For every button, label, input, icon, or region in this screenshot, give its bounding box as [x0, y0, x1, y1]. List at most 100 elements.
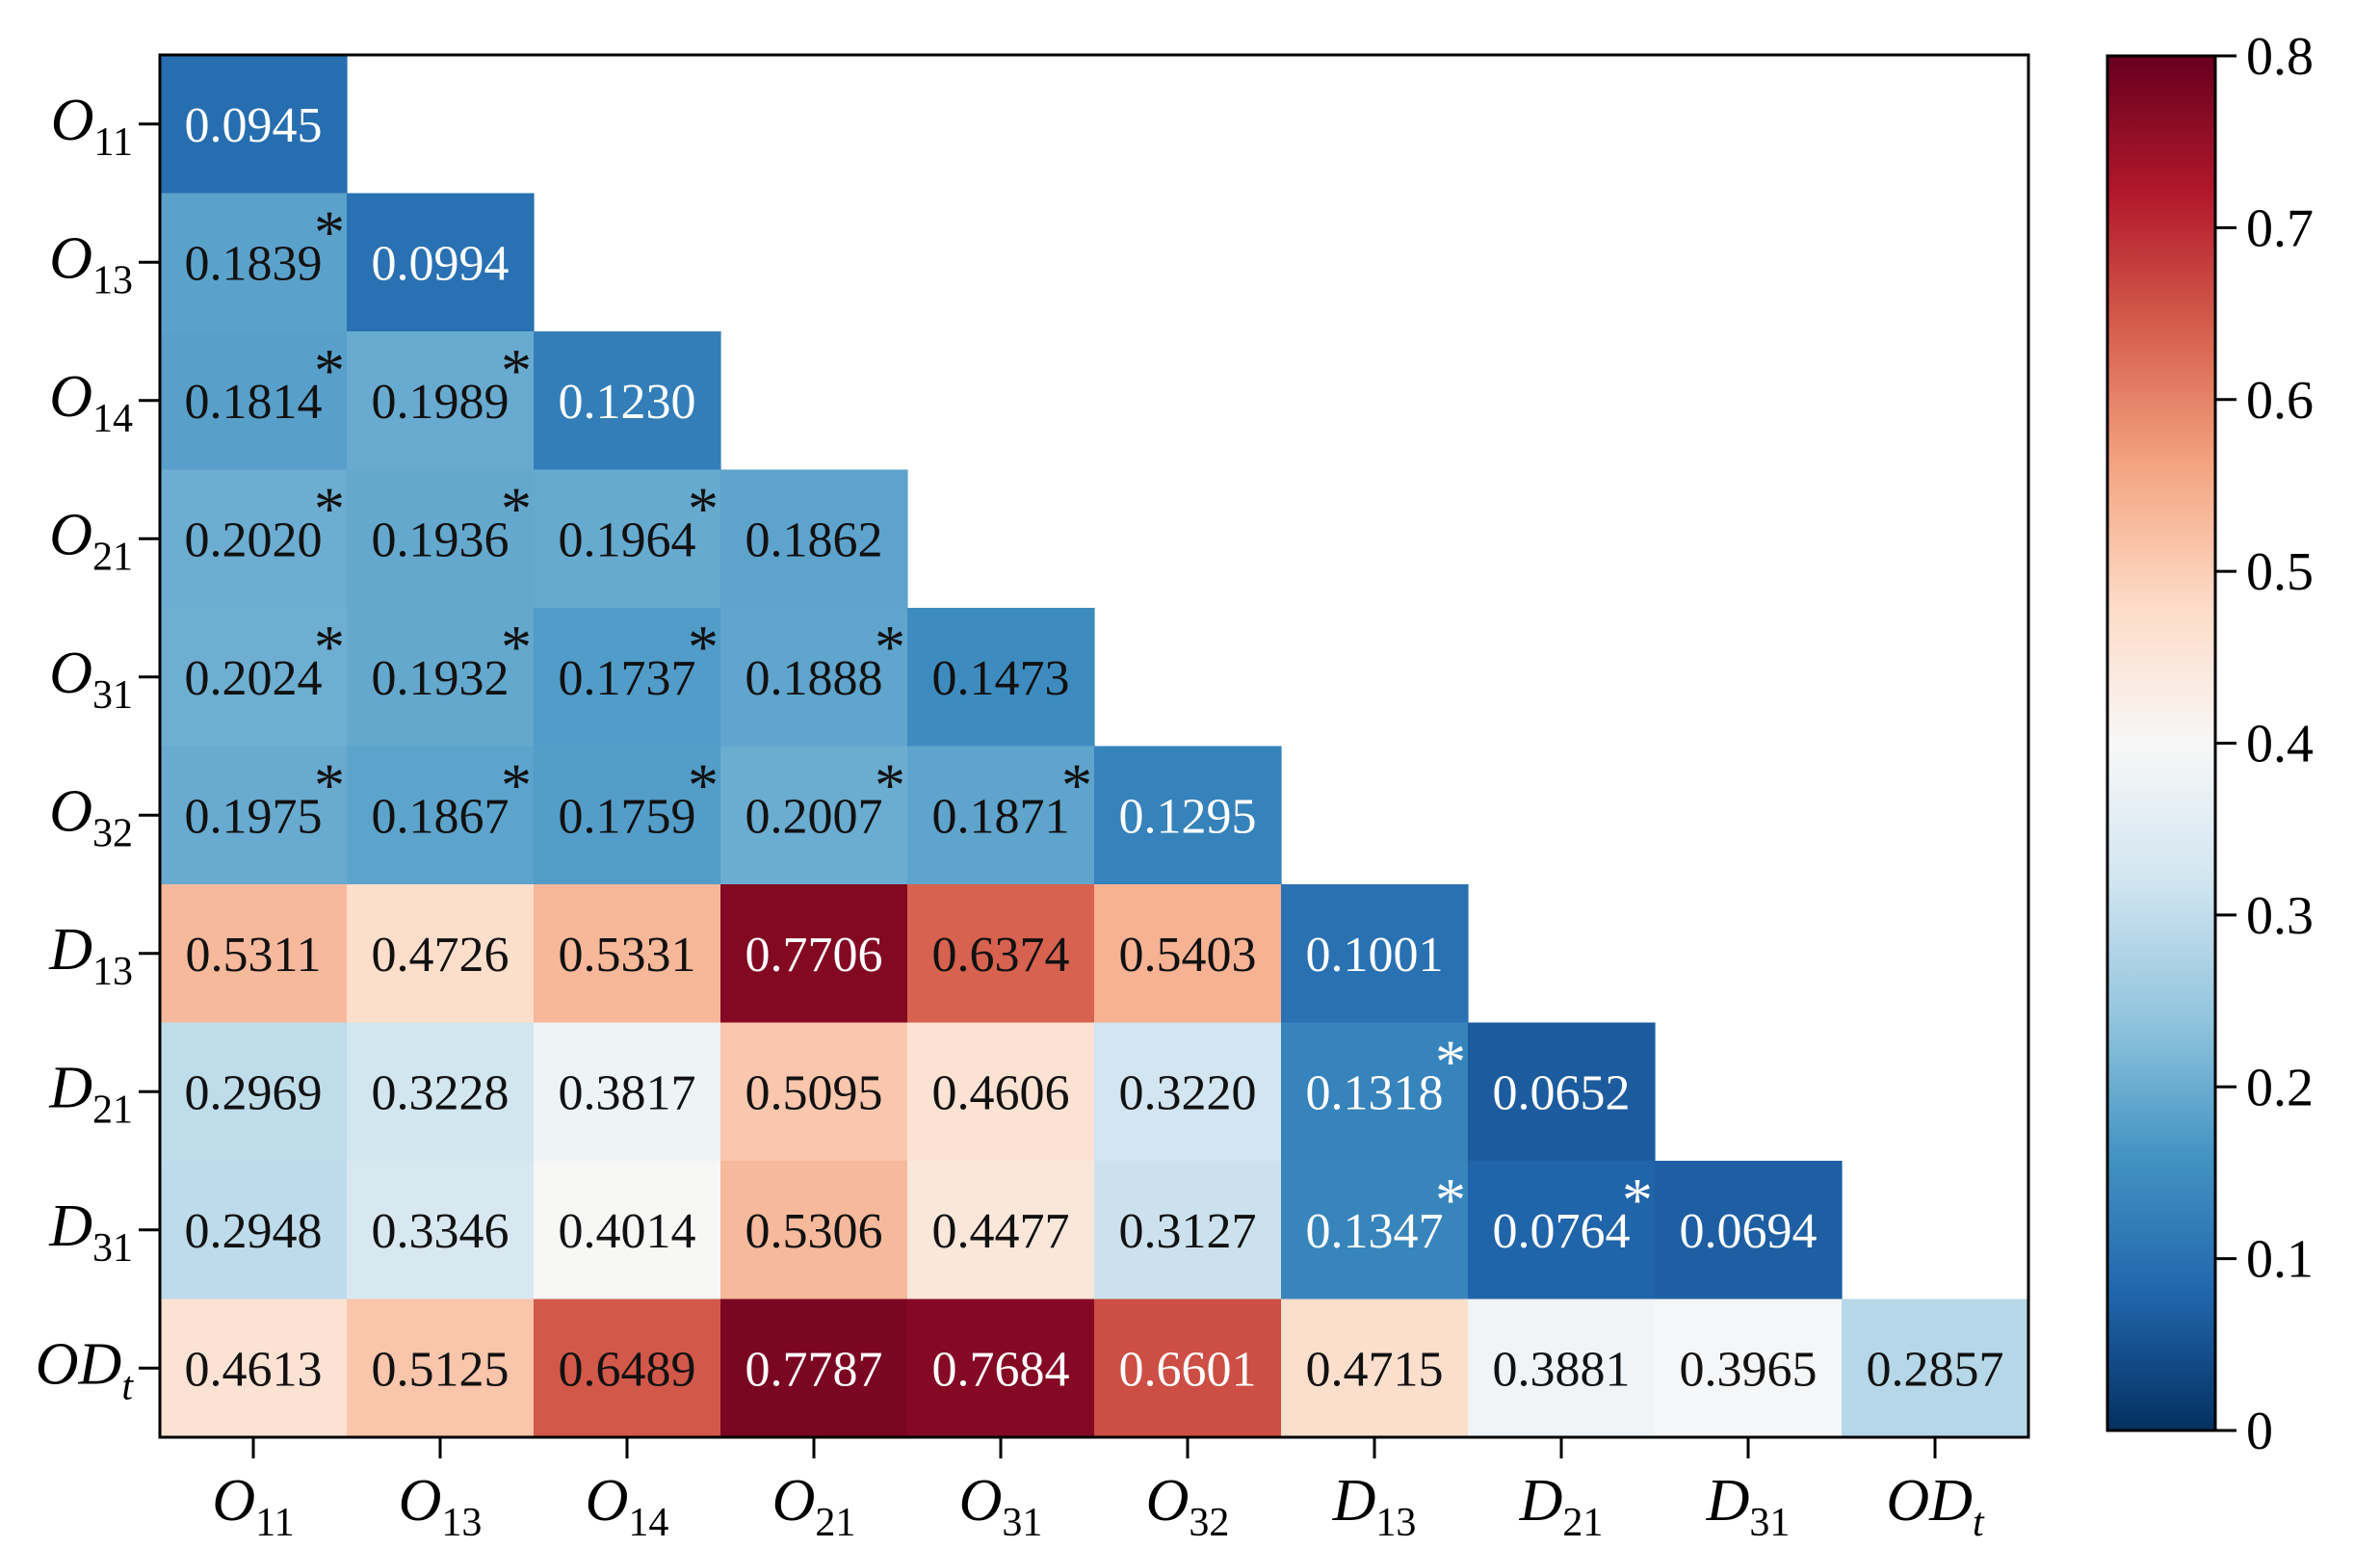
cell-value-r1-c0: 0.1839 [185, 236, 323, 291]
heatmap-cell-r7-c7 [1468, 1022, 1656, 1162]
cell-value-r4-c1: 0.1932 [372, 651, 510, 706]
cell-value-r8-c8: 0.0694 [1680, 1204, 1818, 1259]
y-tick-label-9: ODt [36, 1331, 135, 1408]
cell-value-r7-c0: 0.2969 [185, 1065, 323, 1120]
heatmap-cell-r9-c8 [1655, 1299, 1843, 1438]
x-tick-label-8: D31 [1706, 1468, 1791, 1545]
significance-star-r1-c0: * [314, 198, 345, 267]
cell-value-r9-c8: 0.3965 [1680, 1342, 1818, 1397]
cell-value-r9-c4: 0.7684 [932, 1342, 1070, 1397]
heatmap-cell-r8-c7 [1468, 1161, 1656, 1300]
significance-star-r4-c2: * [688, 613, 719, 681]
cell-value-r8-c7: 0.0764 [1493, 1204, 1631, 1259]
significance-star-r4-c0: * [314, 613, 345, 681]
heatmap-cell-r3-c2 [534, 469, 721, 609]
y-tick-label-6: D13 [48, 917, 133, 994]
heatmap-cell-r3-c1 [347, 469, 535, 609]
heatmap-cell-r4-c4 [907, 608, 1095, 748]
cell-value-r0-c0: 0.0945 [185, 98, 323, 153]
x-tick-label-0: O11 [212, 1468, 294, 1545]
cell-value-r8-c0: 0.2948 [185, 1204, 323, 1259]
heatmap-cell-r6-c6 [1281, 884, 1469, 1024]
cell-value-r5-c1: 0.1867 [372, 789, 510, 844]
significance-star-r5-c4: * [1061, 751, 1092, 820]
heatmap-cell-r9-c0 [160, 1299, 348, 1438]
y-tick-label-8: D31 [48, 1194, 133, 1271]
heatmap-cell-r5-c3 [720, 746, 908, 885]
heatmap-cell-r8-c6 [1281, 1161, 1469, 1300]
heatmap-cell-r6-c2 [534, 884, 721, 1024]
heatmap-cell-r7-c6 [1281, 1022, 1469, 1162]
significance-star-r4-c1: * [501, 613, 532, 681]
y-tick-label-3: O21 [49, 502, 133, 579]
heatmap-cell-r0-c0 [160, 55, 348, 195]
significance-star-r3-c1: * [501, 475, 532, 543]
x-tick-label-7: D21 [1519, 1468, 1604, 1545]
heatmap-cell-r4-c2 [534, 608, 721, 748]
heatmap-cell-r2-c0 [160, 331, 348, 471]
heatmap-cell-r8-c1 [347, 1161, 535, 1300]
cell-value-r4-c2: 0.1737 [559, 651, 696, 706]
heatmap-cell-r6-c5 [1094, 884, 1282, 1024]
cell-value-r8-c2: 0.4014 [559, 1204, 696, 1259]
heatmap-cell-r9-c3 [720, 1299, 908, 1438]
heatmap-cell-r5-c2 [534, 746, 721, 885]
heatmap-axes: O11 O13 O14 O21 O31 O32 D13 D21 D31 ODt O11 O13 O14 O… [36, 88, 1985, 1545]
significance-star-r8-c7: * [1622, 1166, 1653, 1234]
significance-star-r5-c0: * [314, 751, 345, 820]
cell-value-r4-c4: 0.1473 [932, 651, 1070, 706]
heatmap-cell-r6-c0 [160, 884, 348, 1024]
y-tick-label-0: O11 [51, 88, 133, 165]
x-tick-label-3: O21 [772, 1468, 856, 1545]
cell-value-r2-c0: 0.1814 [185, 375, 323, 430]
cell-value-r8-c5: 0.3127 [1119, 1204, 1257, 1259]
cell-value-r6-c1: 0.4726 [372, 928, 510, 983]
significance-star-r3-c0: * [314, 475, 345, 543]
cell-value-r9-c7: 0.3881 [1493, 1342, 1631, 1397]
cell-value-r9-c6: 0.4715 [1306, 1342, 1444, 1397]
colorbar-tick-label-3: 0.3 [2246, 886, 2314, 946]
significance-star-r2-c1: * [501, 336, 532, 405]
y-tick-label-2: O14 [49, 364, 133, 441]
x-tick-label-1: O13 [399, 1468, 483, 1545]
x-tick-label-9: ODt [1886, 1468, 1985, 1545]
colorbar-tick-label-0: 0 [2246, 1402, 2273, 1461]
heatmap-cell-r9-c7 [1468, 1299, 1656, 1438]
colorbar-tick-label-8: 0.8 [2246, 27, 2314, 87]
heatmap-cell-r7-c4 [907, 1022, 1095, 1162]
cell-value-r6-c2: 0.5331 [559, 928, 696, 983]
cell-value-r3-c1: 0.1936 [372, 512, 510, 567]
heatmap-cell-r7-c5 [1094, 1022, 1282, 1162]
cell-value-r5-c5: 0.1295 [1119, 789, 1257, 844]
cell-value-r7-c3: 0.5095 [745, 1065, 883, 1120]
heatmap-cell-r5-c0 [160, 746, 348, 885]
cell-value-r9-c2: 0.6489 [559, 1342, 696, 1397]
heatmap-cell-r6-c3 [720, 884, 908, 1024]
y-tick-label-1: O13 [49, 225, 133, 302]
y-tick-label-4: O31 [49, 641, 133, 718]
x-tick-label-6: D13 [1332, 1468, 1417, 1545]
cell-value-r6-c5: 0.5403 [1119, 928, 1257, 983]
cell-value-r3-c3: 0.1862 [745, 512, 883, 567]
heatmap-cell-r3-c0 [160, 469, 348, 609]
cell-value-r3-c2: 0.1964 [559, 512, 696, 567]
cell-value-r8-c6: 0.1347 [1306, 1204, 1444, 1259]
heatmap-cell-r1-c0 [160, 193, 348, 332]
x-tick-label-5: O32 [1146, 1468, 1230, 1545]
y-tick-label-7: D21 [48, 1055, 133, 1132]
heatmap-cell-r9-c5 [1094, 1299, 1282, 1438]
heatmap-cell-r7-c1 [347, 1022, 535, 1162]
cell-value-r7-c2: 0.3817 [559, 1065, 696, 1120]
cell-value-r6-c3: 0.7706 [745, 928, 883, 983]
colorbar-tick-label-7: 0.7 [2246, 198, 2314, 258]
heatmap-cell-r7-c0 [160, 1022, 348, 1162]
significance-star-r5-c2: * [688, 751, 719, 820]
heatmap-cell-r5-c1 [347, 746, 535, 885]
cell-value-r9-c5: 0.6601 [1119, 1342, 1257, 1397]
cell-value-r4-c0: 0.2024 [185, 651, 323, 706]
cell-value-r2-c2: 0.1230 [559, 375, 696, 430]
heatmap-cell-r8-c4 [907, 1161, 1095, 1300]
heatmap-cell-r9-c2 [534, 1299, 721, 1438]
